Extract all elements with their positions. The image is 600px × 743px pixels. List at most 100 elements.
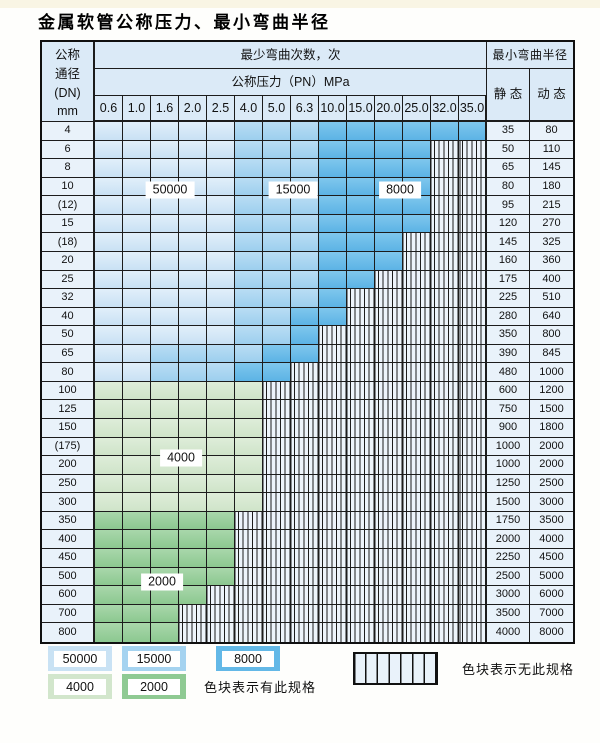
spec-cell-15000 [263, 307, 291, 327]
spec-cell-no-spec [459, 474, 487, 494]
spec-cell-2000 [179, 567, 207, 587]
dn-cell: 10 [42, 177, 95, 197]
spec-cell-4000 [235, 381, 263, 401]
spec-cell-15000 [263, 270, 291, 290]
spec-cell-2000 [179, 548, 207, 568]
spec-cell-50000 [123, 214, 151, 234]
spec-cell-no-spec [319, 623, 347, 642]
spec-cell-no-spec [347, 511, 375, 531]
spec-cell-8000 [347, 177, 375, 197]
spec-cell-2000 [123, 623, 151, 642]
static-cell: 390 [487, 344, 530, 364]
spec-cell-no-spec [431, 140, 459, 160]
spec-cell-no-spec [375, 456, 403, 475]
spec-cell-8000 [347, 159, 375, 178]
spec-cell-15000 [179, 363, 207, 382]
static-cell: 3000 [487, 586, 530, 605]
spec-cell-2000 [95, 511, 123, 531]
dn-cell: 150 [42, 419, 95, 438]
spec-cell-50000 [179, 307, 207, 327]
static-cell: 2500 [487, 567, 530, 587]
spec-cell-15000 [235, 307, 263, 327]
spec-cell-2000 [95, 548, 123, 568]
spec-cell-no-spec [431, 159, 459, 178]
spec-cell-50000 [151, 233, 179, 252]
static-cell: 1750 [487, 511, 530, 531]
spec-cell-no-spec [403, 548, 431, 568]
spec-cell-no-spec [347, 400, 375, 419]
spec-cell-no-spec [459, 326, 487, 345]
spec-cell-4000 [123, 400, 151, 419]
spec-cell-2000 [123, 548, 151, 568]
pressure-header-25.0: 25.0 [403, 96, 431, 122]
spec-cell-no-spec [319, 456, 347, 475]
spec-cell-4000 [95, 381, 123, 401]
static-cell: 900 [487, 419, 530, 438]
pressure-header-1.6: 1.6 [151, 96, 179, 122]
spec-cell-no-spec [459, 270, 487, 290]
spec-cell-no-spec [431, 548, 459, 568]
spec-cell-no-spec [403, 289, 431, 308]
spec-cell-2000 [123, 511, 151, 531]
dynamic-cell: 110 [530, 140, 573, 160]
dn-cell: 65 [42, 344, 95, 364]
page-title: 金属软管公称压力、最小弯曲半径 [38, 13, 331, 33]
spec-cell-no-spec [375, 344, 403, 364]
spec-cell-8000 [291, 326, 319, 345]
spec-cell-2000 [179, 511, 207, 531]
spec-cell-8000 [319, 122, 347, 141]
spec-cell-2000 [207, 530, 235, 549]
spec-cell-15000 [235, 344, 263, 364]
spec-cell-no-spec [403, 381, 431, 401]
spec-cell-15000 [291, 196, 319, 215]
spec-cell-15000 [263, 289, 291, 308]
spec-cell-50000 [207, 270, 235, 290]
spec-cell-no-spec [431, 233, 459, 252]
spec-cell-no-spec [375, 604, 403, 624]
dynamic-cell: 180 [530, 177, 573, 197]
spec-cell-2000 [95, 586, 123, 605]
spec-cell-8000 [375, 233, 403, 252]
spec-cell-no-spec [431, 511, 459, 531]
spec-cell-8000 [263, 363, 291, 382]
spec-cell-no-spec [459, 604, 487, 624]
spec-cell-2000 [95, 530, 123, 549]
top-strip [0, 0, 600, 8]
spec-cell-no-spec [459, 159, 487, 178]
static-cell: 160 [487, 251, 530, 271]
spec-cell-50000 [123, 196, 151, 215]
spec-cell-8000 [375, 214, 403, 234]
spec-cell-no-spec [459, 251, 487, 271]
spec-cell-8000 [375, 159, 403, 178]
dn-cell: 40 [42, 307, 95, 327]
spec-cell-no-spec [291, 493, 319, 512]
spec-cell-8000 [291, 307, 319, 327]
dn-cell: 15 [42, 214, 95, 234]
spec-cell-no-spec [263, 419, 291, 438]
spec-cell-no-spec [375, 511, 403, 531]
spec-cell-15000 [263, 214, 291, 234]
spec-cell-no-spec [319, 326, 347, 345]
dn-cell: 20 [42, 251, 95, 271]
spec-cell-no-spec [207, 586, 235, 605]
spec-cell-8000 [319, 289, 347, 308]
spec-cell-50000 [151, 270, 179, 290]
spec-cell-no-spec [459, 140, 487, 160]
no-spec-swatch [353, 652, 438, 685]
spec-cell-no-spec [459, 363, 487, 382]
spec-cell-no-spec [291, 419, 319, 438]
spec-cell-no-spec [431, 437, 459, 457]
spec-cell-50000 [95, 177, 123, 197]
spec-cell-50000 [179, 326, 207, 345]
spec-cell-50000 [207, 140, 235, 160]
spec-cell-no-spec [375, 381, 403, 401]
pressure-header-15.0: 15.0 [347, 96, 375, 122]
spec-cell-no-spec [459, 567, 487, 587]
dynamic-cell: 7000 [530, 604, 573, 624]
spec-cell-4000 [151, 419, 179, 438]
spec-cell-no-spec [319, 400, 347, 419]
spec-cell-50000 [123, 159, 151, 178]
pressure-header-32.0: 32.0 [431, 96, 459, 122]
spec-cell-4000 [179, 493, 207, 512]
spec-cell-no-spec [431, 196, 459, 215]
